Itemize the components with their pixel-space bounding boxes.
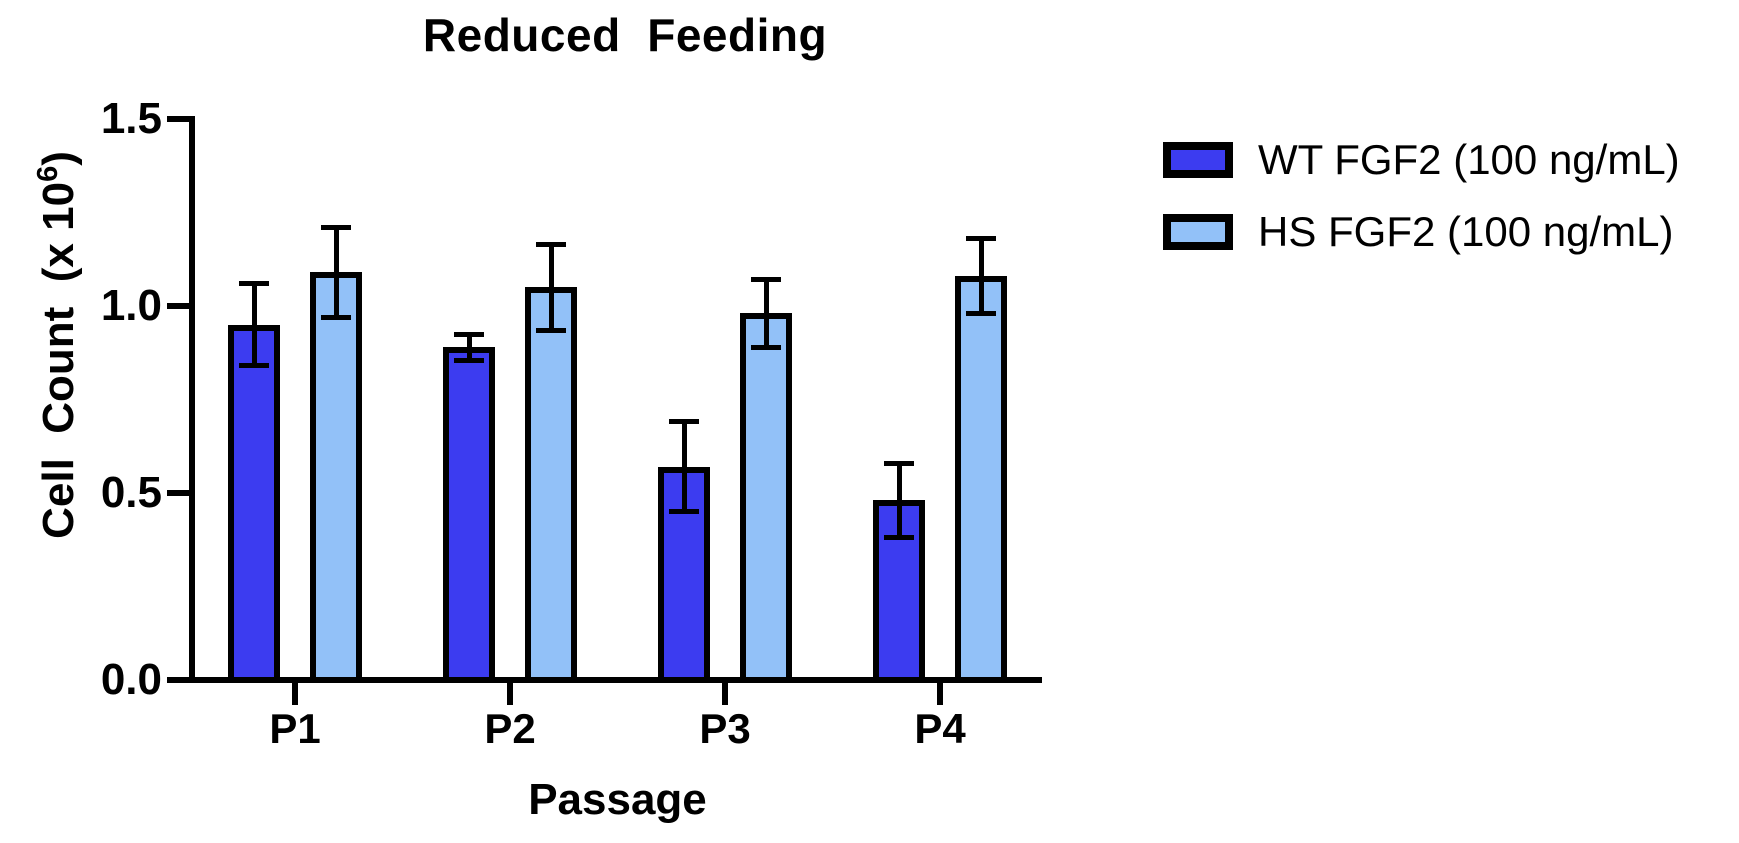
error-bar-cap-bottom bbox=[751, 344, 781, 350]
chart-title: Reduced Feeding bbox=[422, 9, 828, 61]
error-bar-cap-bottom bbox=[884, 535, 914, 541]
y-axis-line bbox=[189, 116, 195, 683]
y-tick bbox=[167, 116, 189, 122]
y-tick-label: 0.0 bbox=[100, 655, 162, 704]
bar-P2-wt bbox=[443, 347, 495, 683]
legend-label: WT FGF2 (100 ng/mL) bbox=[1258, 136, 1680, 183]
legend: WT FGF2 (100 ng/mL) HS FGF2 (100 ng/mL) bbox=[1163, 136, 1680, 280]
error-bar-cap-top bbox=[751, 277, 781, 283]
error-bar-cap-top bbox=[239, 281, 269, 287]
x-category-label: P3 bbox=[699, 705, 751, 752]
legend-item-wt: WT FGF2 (100 ng/mL) bbox=[1163, 136, 1680, 184]
error-bar-stem bbox=[466, 334, 472, 361]
error-bar-cap-bottom bbox=[239, 363, 269, 369]
x-axis-title: Passage bbox=[528, 775, 707, 824]
x-category-label: P1 bbox=[269, 705, 321, 752]
y-tick-label: 1.5 bbox=[100, 94, 162, 143]
error-bar-cap-top bbox=[536, 241, 566, 247]
bar-P3-hs bbox=[740, 313, 792, 683]
legend-item-hs: HS FGF2 (100 ng/mL) bbox=[1163, 208, 1680, 256]
y-tick bbox=[167, 490, 189, 496]
x-tick bbox=[722, 683, 728, 705]
error-bar-cap-top bbox=[669, 419, 699, 425]
y-tick-label: 0.5 bbox=[100, 468, 162, 517]
error-bar-stem bbox=[763, 279, 769, 348]
x-tick bbox=[937, 683, 943, 705]
error-bar-stem bbox=[251, 283, 257, 366]
error-bar-stem bbox=[333, 227, 339, 318]
error-bar-stem bbox=[896, 463, 902, 538]
error-bar-stem bbox=[681, 421, 687, 512]
x-category-label: P4 bbox=[914, 705, 966, 752]
error-bar-stem bbox=[548, 244, 554, 331]
bar-P1-hs bbox=[310, 272, 362, 683]
legend-swatch bbox=[1163, 142, 1233, 178]
error-bar-cap-bottom bbox=[321, 314, 351, 320]
error-bar-cap-bottom bbox=[966, 310, 996, 316]
error-bar-cap-bottom bbox=[454, 357, 484, 363]
bar-P1-wt bbox=[228, 324, 280, 683]
x-category-label: P2 bbox=[484, 705, 536, 752]
x-tick bbox=[292, 683, 298, 705]
error-bar-cap-top bbox=[321, 224, 351, 230]
legend-label: HS FGF2 (100 ng/mL) bbox=[1258, 208, 1674, 255]
x-tick bbox=[507, 683, 513, 705]
error-bar-cap-top bbox=[966, 236, 996, 242]
legend-swatch bbox=[1163, 214, 1233, 250]
y-tick bbox=[167, 677, 189, 683]
bar-P2-hs bbox=[525, 287, 577, 683]
y-tick bbox=[167, 303, 189, 309]
y-tick-label: 1.0 bbox=[100, 281, 162, 330]
error-bar-cap-top bbox=[454, 331, 484, 337]
bar-P3-wt bbox=[658, 466, 710, 683]
error-bar-stem bbox=[978, 238, 984, 314]
error-bar-cap-bottom bbox=[669, 509, 699, 515]
error-bar-cap-top bbox=[884, 460, 914, 466]
x-axis-line bbox=[168, 677, 1042, 683]
bar-P4-hs bbox=[955, 276, 1007, 683]
error-bar-cap-bottom bbox=[536, 327, 566, 333]
